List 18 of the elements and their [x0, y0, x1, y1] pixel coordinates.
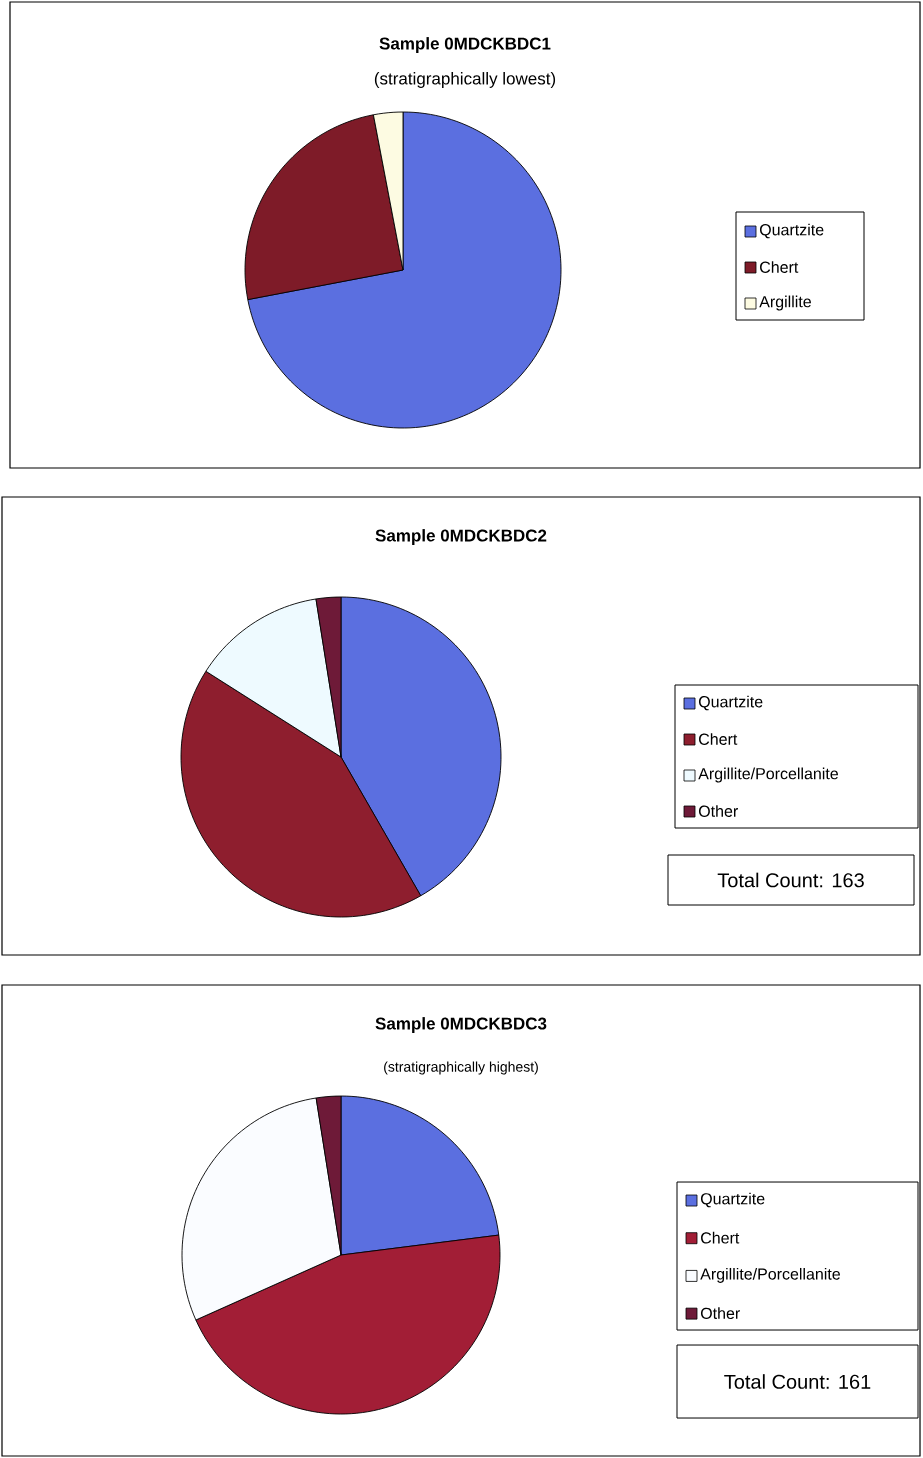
legend-label: Quartzite	[700, 1192, 765, 1208]
legend-label: Argillite/Porcellanite	[700, 1267, 840, 1283]
legend-label: Chert	[760, 261, 799, 273]
chart-title: Sample 0MDCKBDC3	[375, 1017, 547, 1033]
legend-label: Argillite	[759, 295, 811, 311]
text: Total Count: 161	[724, 1374, 871, 1389]
chart-subtitle: (stratigraphically highest)	[384, 1061, 538, 1075]
legend-label: Chert	[701, 1231, 740, 1244]
chart-title: Sample 0MDCKBDC2	[375, 529, 547, 545]
legend-label: Quartzite	[759, 223, 824, 239]
chart-subtitle: (stratigraphically lowest)	[374, 72, 556, 88]
legend-label: Argillite/Porcellanite	[698, 767, 838, 783]
legend-label: Other	[700, 1307, 740, 1319]
legend-label: Quartzite	[698, 695, 763, 711]
legend-label: Other	[698, 805, 738, 817]
text: Total Count: 163	[717, 872, 864, 888]
legend-label: Chert	[699, 733, 738, 745]
chart-title: Sample 0MDCKBDC1	[379, 37, 551, 53]
